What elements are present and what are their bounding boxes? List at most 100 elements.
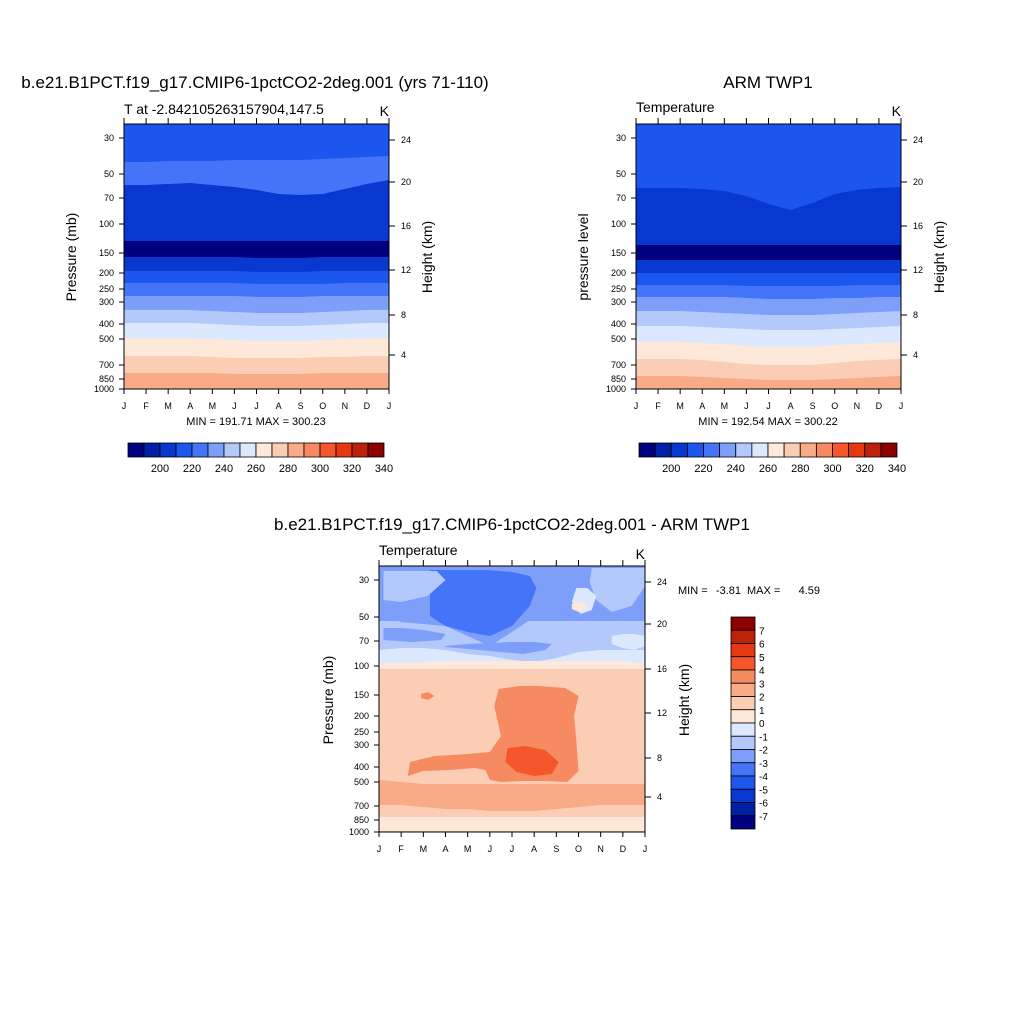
obs-height-tick-label: 4	[913, 350, 918, 360]
diff-colorbar-box	[730, 788, 756, 803]
model-colorbar-box	[127, 442, 145, 458]
diff-colorbar-label: 6	[759, 640, 765, 651]
diff-colorbar-label: -5	[759, 785, 768, 796]
diff-y-tick-label: 300	[354, 740, 369, 750]
obs-y-right-axis-label: Height (km)	[931, 221, 947, 293]
obs-y-tick-label: 1000	[606, 384, 626, 394]
obs-y-tick-label: 200	[611, 268, 626, 278]
model-colorbar-box	[191, 442, 209, 458]
diff-y-axis-label: Pressure (mb)	[320, 656, 336, 745]
obs-colorbar-box	[686, 442, 704, 458]
obs-y-tick-label: 150	[611, 248, 626, 258]
model-y-tick-label: 50	[104, 169, 114, 179]
diff-contour-blob	[571, 602, 588, 612]
diff-x-tick-label: M	[464, 844, 472, 854]
obs-x-tick-label: A	[788, 401, 794, 411]
diff-x-tick-label: S	[553, 844, 559, 854]
obs-colorbar-label: 260	[759, 463, 777, 475]
diff-height-tick-label: 4	[657, 792, 662, 802]
diff-colorbar-label: -3	[759, 759, 768, 770]
model-contour-fills	[124, 124, 389, 389]
diff-min-max: MIN = -3.81 MAX = 4.59	[678, 585, 820, 597]
obs-height-tick-label: 20	[913, 177, 923, 187]
diff-contour-blob	[589, 706, 630, 754]
obs-x-tick-label: J	[899, 401, 904, 411]
obs-colorbar-box	[799, 442, 817, 458]
diff-x-tick-label: O	[575, 844, 582, 854]
diff-colorbar-box	[730, 722, 756, 737]
obs-title: ARM TWP1	[723, 73, 812, 92]
panel-model: b.e21.B1PCT.f19_g17.CMIP6-1pctCO2-2deg.0…	[21, 73, 488, 475]
model-colorbar-box	[175, 442, 193, 458]
obs-y-tick-label: 100	[611, 219, 626, 229]
obs-colorbar-label: 300	[823, 463, 841, 475]
model-min-max: MIN = 191.71 MAX = 300.23	[186, 416, 325, 428]
diff-x-tick-label: J	[643, 844, 648, 854]
model-colorbar-label: 320	[343, 463, 361, 475]
diff-height-tick-labels: 24 20 16 12 8 4	[657, 577, 667, 802]
diff-colorbar-box	[730, 682, 756, 697]
model-y-tick-label: 250	[99, 284, 114, 294]
obs-x-tick-label: O	[831, 401, 838, 411]
model-y-right-axis-label: Height (km)	[419, 221, 435, 293]
diff-min-label: MIN =	[678, 585, 708, 597]
obs-x-tick-label: D	[876, 401, 883, 411]
model-colorbar-box	[207, 442, 225, 458]
obs-colorbar	[638, 442, 898, 458]
obs-colorbar-box	[848, 442, 866, 458]
obs-colorbar-box	[654, 442, 672, 458]
diff-contour-band	[379, 817, 645, 832]
obs-colorbar-box	[815, 442, 833, 458]
model-colorbar-box	[351, 442, 369, 458]
model-colorbar-box	[159, 442, 177, 458]
model-colorbar-label: 280	[279, 463, 297, 475]
diff-contour-blob	[463, 714, 475, 730]
model-x-tick-label: J	[254, 401, 259, 411]
obs-y-tick-label: 400	[611, 319, 626, 329]
diff-height-tick-label: 8	[657, 753, 662, 763]
model-y-tick-label: 70	[104, 193, 114, 203]
diff-contour-blob	[421, 692, 435, 700]
obs-contour-fills	[636, 124, 901, 389]
diff-colorbar-label: -7	[759, 812, 768, 823]
obs-y-tick-label: 250	[611, 284, 626, 294]
diff-y-tick-label: 850	[354, 815, 369, 825]
diff-colorbar-label: 0	[759, 719, 765, 730]
obs-height-tick-label: 8	[913, 310, 918, 320]
model-contour-band	[124, 373, 389, 389]
diff-contour-blob	[383, 650, 413, 658]
model-y-tick-label: 300	[99, 297, 114, 307]
obs-x-tick-label: S	[810, 401, 816, 411]
diff-contour-blob	[445, 642, 552, 654]
diff-colorbar	[730, 616, 756, 830]
model-colorbar-label: 200	[151, 463, 169, 475]
model-height-tick-label: 20	[401, 177, 411, 187]
diff-colorbar-label: 4	[759, 666, 765, 677]
obs-axis-ticks	[631, 118, 907, 394]
diff-y-tick-label: 150	[354, 690, 369, 700]
diff-y-tick-label: 700	[354, 801, 369, 811]
diff-subtitle-right: K	[636, 546, 646, 562]
diff-colorbar-box	[730, 643, 756, 658]
obs-y-tick-label: 850	[611, 374, 626, 384]
obs-subtitle-right: K	[892, 103, 902, 119]
model-colorbar-box	[239, 442, 257, 458]
model-x-tick-label: O	[319, 401, 326, 411]
obs-colorbar-box	[735, 442, 753, 458]
model-x-tick-label: D	[364, 401, 371, 411]
panel-obs: ARM TWP1 Temperature K pressure level He…	[575, 73, 947, 475]
obs-colorbar-label: 340	[888, 463, 906, 475]
model-x-tick-label: M	[209, 401, 217, 411]
diff-colorbar-label: -1	[759, 732, 768, 743]
obs-height-tick-label: 12	[913, 265, 923, 275]
model-subtitle-left: T at -2.842105263157904,147.5	[124, 101, 324, 117]
diff-x-tick-labels: J F M A M J J A S O N D J	[377, 844, 648, 854]
model-axis-ticks	[119, 118, 395, 394]
obs-colorbar-box	[670, 442, 688, 458]
diff-max-label: MAX =	[747, 585, 780, 597]
diff-subtitle-left: Temperature	[379, 542, 458, 558]
diff-min-value: -3.81	[716, 585, 741, 597]
model-colorbar-box	[143, 442, 161, 458]
diff-contour-fills	[379, 566, 645, 832]
